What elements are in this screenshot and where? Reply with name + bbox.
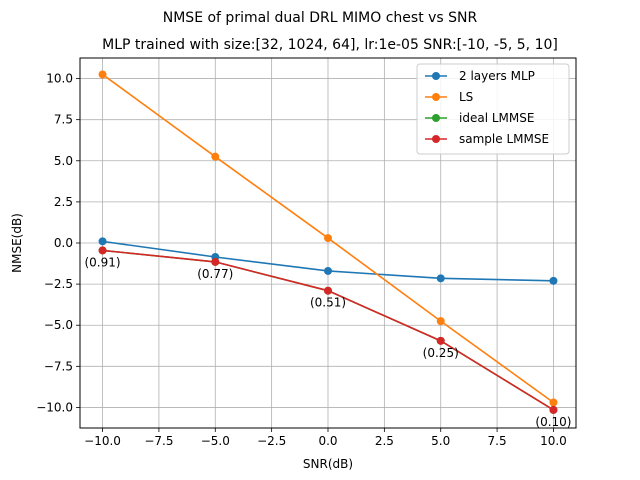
point-annotation: (0.91) (84, 255, 120, 269)
legend-swatch-marker (432, 72, 440, 80)
data-point (436, 317, 445, 326)
legend-item: ideal LMMSE (425, 111, 534, 125)
x-tick-label: −10.0 (84, 434, 121, 448)
legend: 2 layers MLP LS ideal LMMSE sample LMMSE (416, 63, 570, 155)
x-tick-label: −5.0 (201, 434, 230, 448)
x-tick-label: −7.5 (144, 434, 173, 448)
x-tick-label: −2.5 (257, 434, 286, 448)
data-point (549, 276, 558, 285)
legend-swatch-marker (432, 93, 440, 101)
y-tick-label: 7.5 (54, 113, 73, 127)
chart-subtitle: MLP trained with size:[32, 1024, 64], lr… (102, 37, 558, 53)
data-point (211, 257, 220, 266)
point-annotation: (0.25) (423, 346, 459, 360)
data-point (98, 237, 107, 246)
y-tick-label: −7.5 (44, 359, 73, 373)
point-annotation: (0.77) (197, 267, 233, 281)
legend-label: ideal LMMSE (459, 111, 534, 125)
legend-item: sample LMMSE (425, 132, 549, 146)
legend-item: LS (425, 90, 473, 104)
data-point (324, 286, 332, 295)
y-axis: 10.0 7.5 5.0 2.5 0.0 −2.5 −5.0 −7.5 −10.0 (36, 72, 80, 414)
series-sample-lmmse (98, 246, 558, 414)
legend-swatch-marker (432, 114, 440, 122)
x-axis-label: SNR(dB) (303, 457, 353, 471)
series-group (98, 70, 558, 414)
y-tick-label: 10.0 (46, 72, 73, 86)
y-tick-label: −2.5 (44, 277, 73, 291)
chart-title: NMSE of primal dual DRL MIMO chest vs SN… (163, 10, 478, 26)
data-point (549, 405, 558, 414)
legend-box (416, 63, 570, 155)
grid (80, 58, 576, 428)
data-point (436, 336, 445, 345)
legend-swatch-marker (432, 135, 440, 143)
x-tick-label: 2.5 (375, 434, 394, 448)
annotations: (0.91) (0.77) (0.51) (0.25) (0.10) (84, 255, 571, 429)
x-tick-label: 5.0 (431, 434, 450, 448)
legend-label: sample LMMSE (459, 132, 549, 146)
x-axis: −10.0 −7.5 −5.0 −2.5 0.0 2.5 5.0 7.5 10.0 (84, 428, 567, 448)
legend-label: 2 layers MLP (459, 69, 535, 83)
point-annotation: (0.51) (310, 296, 346, 310)
y-tick-label: −10.0 (36, 400, 73, 414)
data-point (549, 398, 558, 407)
data-point (98, 246, 107, 255)
y-tick-label: −5.0 (44, 318, 73, 332)
data-point (211, 152, 220, 161)
x-tick-label: 7.5 (488, 434, 507, 448)
legend-item: 2 layers MLP (425, 69, 535, 83)
x-tick-label: 10.0 (540, 434, 567, 448)
data-point (324, 234, 332, 243)
legend-label: LS (459, 90, 473, 104)
data-point (324, 266, 332, 275)
y-axis-label: NMSE(dB) (10, 213, 24, 273)
y-tick-label: 2.5 (54, 195, 73, 209)
data-point (98, 70, 107, 79)
y-tick-label: 0.0 (54, 236, 73, 250)
y-tick-label: 5.0 (54, 154, 73, 168)
data-point (436, 274, 445, 283)
point-annotation: (0.10) (535, 415, 571, 429)
series-ls (98, 70, 558, 407)
x-tick-label: 0.0 (318, 434, 337, 448)
